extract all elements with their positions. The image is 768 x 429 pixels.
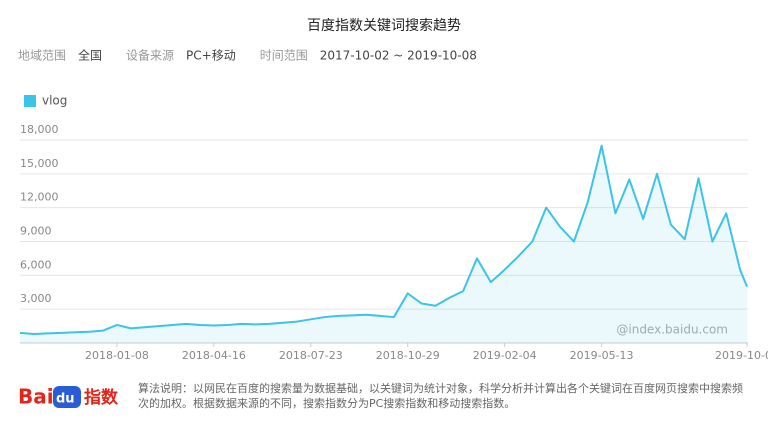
logo-text: Bai: [18, 385, 54, 409]
y-tick-label: 18,000: [20, 123, 59, 136]
y-tick-label: 9,000: [20, 225, 52, 238]
y-tick-label: 12,000: [20, 191, 59, 204]
y-tick-label: 6,000: [20, 258, 52, 271]
x-tick-label: 2018-01-08: [85, 349, 149, 362]
algorithm-note: 算法说明：以网民在百度的搜索量为数据基础，以关键词为统计对象，科学分析并计算出各…: [138, 382, 743, 410]
x-tick-label: 2018-04-16: [182, 349, 246, 362]
watermark: @index.baidu.com: [616, 323, 728, 337]
filter-value: PC+移动: [186, 49, 236, 63]
chart-title: 百度指数关键词搜索趋势: [307, 17, 461, 34]
line: [19, 144, 748, 335]
filter-value: 全国: [78, 48, 102, 63]
logo-text: 指数: [84, 387, 119, 408]
legend-swatch: [24, 95, 36, 107]
legend-label: vlog: [42, 94, 67, 108]
x-tick-label: 2019-10-07: [715, 349, 768, 362]
x-tick-label: 2018-07-23: [279, 349, 343, 362]
filter-label: 地域范围: [18, 49, 66, 63]
area: [20, 145, 748, 343]
x-tick-label: 2019-02-04: [473, 349, 537, 362]
logo-paw: [53, 386, 81, 408]
x-tick-label: 2018-10-29: [376, 349, 440, 362]
filter-label: 设备来源: [126, 49, 174, 63]
y-tick-label: 15,000: [20, 157, 59, 170]
filter-label: 时间范围: [260, 49, 308, 63]
logo-text: du: [56, 392, 75, 407]
x-tick-label: 2019-05-13: [570, 349, 634, 362]
y-tick-label: 3,000: [20, 292, 52, 305]
filter-value: 2017-10-02 ~ 2019-10-08: [320, 49, 477, 63]
